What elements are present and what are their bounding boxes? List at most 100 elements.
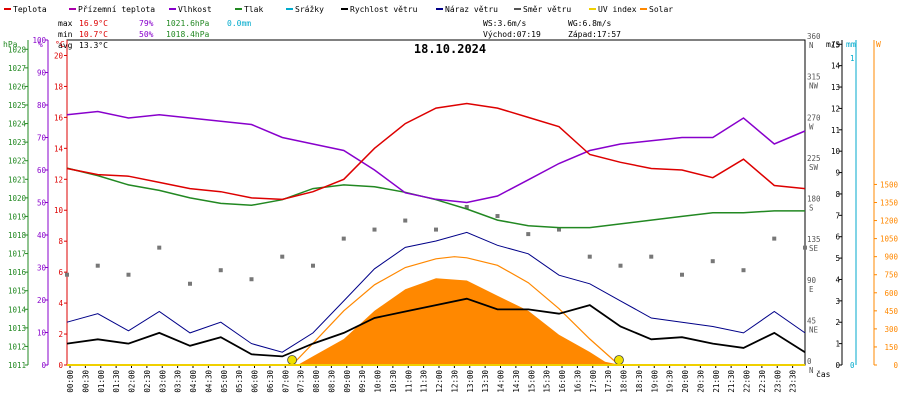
temp-tick-label: 6: [58, 268, 63, 277]
x-tick-label: 05:00: [220, 370, 229, 393]
x-tick-label: 12:30: [450, 370, 459, 393]
pct-tick-label: 50: [37, 199, 47, 208]
x-tick-label: 02:00: [128, 370, 137, 393]
dir-tick-label: 315: [807, 73, 821, 82]
temp-tick-label: 16: [54, 113, 64, 122]
wind-direction-point: [218, 268, 223, 273]
ms-axis-unit: m/s: [826, 40, 841, 49]
x-tick-label: 05:30: [235, 370, 244, 393]
hpa-tick-label: 1018: [8, 231, 27, 240]
wind-direction-point: [311, 263, 315, 268]
x-tick-label: 10:30: [389, 370, 398, 393]
ms-tick-label: 1: [835, 340, 840, 349]
x-tick-label: 03:00: [158, 370, 167, 393]
w-tick-label: 1500: [880, 180, 899, 189]
w-tick-label: 300: [884, 325, 898, 334]
x-tick-label: 11:00: [404, 370, 413, 393]
x-tick-label: 00:00: [66, 370, 75, 393]
legend: Teplota Přízemní teplota Vlhkost Tlak Srážky…: [4, 5, 673, 14]
mm-tick-label: 1: [850, 54, 855, 63]
stat-rain: 0.0mm: [227, 19, 251, 28]
mm-tick-label: 0: [850, 361, 855, 370]
x-tick-label: 21:00: [712, 370, 721, 393]
stat-avg-label: avg: [58, 41, 73, 50]
hpa-tick-label: 1017: [8, 250, 26, 259]
pct-tick-label: 80: [37, 101, 47, 110]
pct-tick-label: 0: [41, 361, 46, 370]
x-tick-label: 00:30: [81, 370, 90, 393]
ms-tick-label: 10: [831, 147, 841, 156]
x-tick-label: 10:00: [374, 370, 383, 393]
legend-label: Solar: [649, 5, 673, 14]
wind-direction-point: [249, 277, 254, 282]
x-tick-label: 09:30: [358, 370, 367, 393]
x-tick-label: 22:00: [743, 370, 752, 393]
hpa-tick-label: 1022: [8, 157, 26, 166]
ms-tick-label: 14: [831, 62, 841, 71]
hpa-tick-label: 1012: [8, 342, 26, 351]
dir-name-label: NW: [809, 82, 819, 91]
x-axis-unit: čas: [816, 369, 831, 379]
x-tick-label: 06:30: [266, 370, 275, 393]
hpa-tick-label: 1021: [8, 175, 26, 184]
temp-tick-label: 18: [54, 82, 64, 91]
x-tick-label: 04:00: [189, 370, 198, 393]
hpa-tick-label: 1027: [8, 64, 26, 73]
mm-axis-unit: mm: [846, 40, 856, 49]
x-tick-label: 01:00: [97, 370, 106, 393]
wind-direction-point: [587, 254, 592, 259]
x-tick-label: 15:30: [543, 370, 552, 393]
x-tick-label: 23:00: [773, 370, 782, 393]
x-tick-label: 14:30: [512, 370, 521, 393]
w-tick-label: 900: [884, 253, 898, 262]
legend-label: Tlak: [244, 5, 263, 14]
x-tick-label: 09:00: [343, 370, 352, 393]
x-tick-label: 17:00: [589, 370, 598, 393]
w-tick-label: 0: [893, 361, 898, 370]
x-tick-label: 17:30: [604, 370, 613, 393]
temp-axis-unit: °C: [55, 40, 65, 49]
wind-direction-point: [188, 281, 192, 286]
x-tick-label: 14:00: [497, 370, 506, 393]
x-tick-label: 08:30: [327, 370, 336, 393]
hpa-tick-label: 1013: [8, 324, 26, 333]
dir-tick-label: 0: [807, 357, 812, 366]
ms-tick-label: 15: [831, 40, 840, 49]
x-tick-label: 13:00: [466, 370, 475, 393]
pct-tick-label: 70: [37, 134, 47, 143]
dir-name-label: SE: [809, 244, 819, 253]
axes: hPa1011101210131014101510161017101810191…: [3, 32, 898, 393]
dir-tick-label: 135: [807, 235, 821, 244]
temp-tick-label: 4: [58, 299, 63, 308]
hpa-tick-label: 1026: [8, 82, 27, 91]
pressure-line: [66, 167, 805, 229]
wind-direction-point: [710, 259, 715, 264]
x-tick-label: 16:00: [558, 370, 567, 393]
pct-tick-label: 90: [37, 69, 47, 78]
sun-marker: [287, 355, 297, 365]
x-tick-label: 20:00: [681, 370, 690, 393]
ms-tick-label: 12: [831, 104, 840, 113]
wind-direction-point: [157, 245, 162, 250]
hpa-tick-label: 1011: [8, 361, 26, 370]
pct-tick-label: 60: [37, 166, 47, 175]
ms-tick-label: 6: [835, 233, 840, 242]
pct-axis-unit: %: [38, 40, 43, 49]
dir-tick-label: 180: [807, 195, 821, 204]
x-tick-label: 12:00: [435, 370, 444, 393]
wind-gust-line: [66, 231, 806, 353]
hpa-axis-unit: hPa: [3, 40, 18, 49]
x-tick-label: 13:30: [481, 370, 490, 393]
wind-direction-point: [803, 245, 807, 250]
legend-label: Srážky: [295, 5, 324, 14]
ms-tick-label: 4: [835, 275, 840, 284]
x-tick-label: 21:30: [727, 370, 736, 393]
solar-theoretical-line: [291, 256, 620, 366]
wind-direction-point: [618, 263, 623, 268]
stat-max-temp: 16.9°C: [79, 19, 108, 28]
wind-direction-point: [495, 214, 500, 219]
x-tick-label: 20:30: [696, 370, 705, 393]
hpa-tick-label: 1028: [8, 45, 27, 54]
ms-tick-label: 2: [835, 318, 840, 327]
